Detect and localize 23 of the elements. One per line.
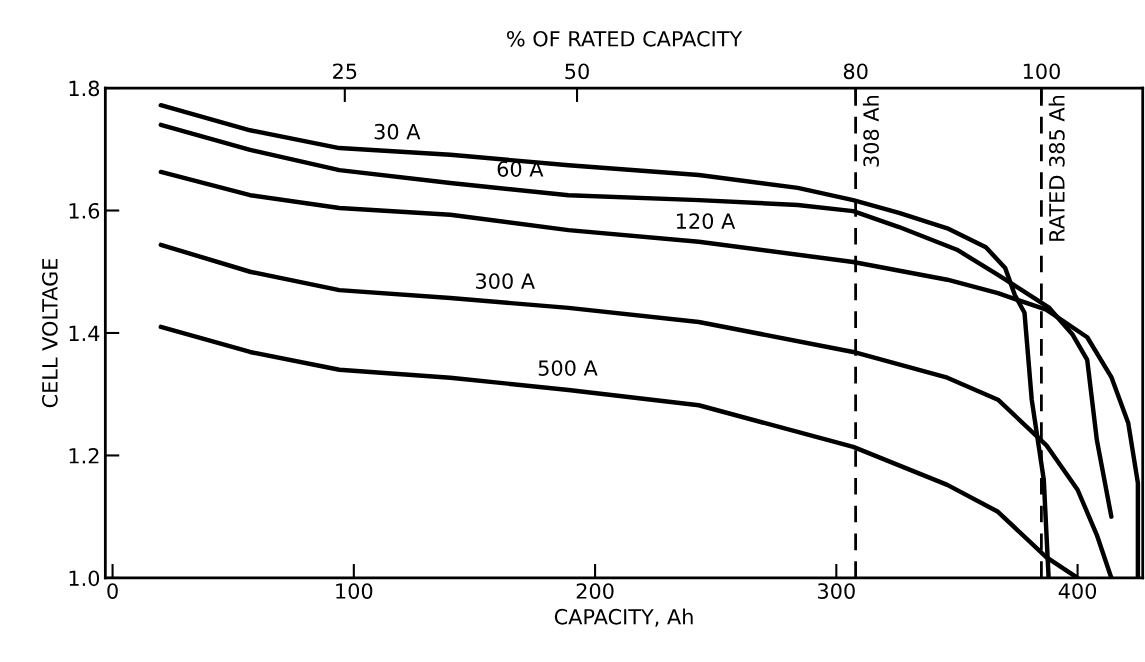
x-tick-label: 100 xyxy=(336,583,373,599)
x-tick-label: 400 xyxy=(1058,583,1097,599)
x-tick-label: 300 xyxy=(818,583,855,599)
y-tick-label: 1.8 xyxy=(69,80,100,97)
y-axis-title: CELL VOLTAGE xyxy=(42,258,58,408)
annotation: 500 A xyxy=(538,360,598,376)
x-tick-label: 200 xyxy=(576,583,614,599)
x2-tick-label: 100 xyxy=(1023,63,1060,80)
ref-line-label: RATED 385 Ah xyxy=(1048,95,1065,241)
annotation: 30 A xyxy=(374,123,421,140)
ref-line-label: 308 Ah xyxy=(862,95,879,167)
x2-axis-title: % OF RATED CAPACITY xyxy=(507,30,743,47)
x2-tick-label: 50 xyxy=(565,63,589,80)
y-tick-label: 1.0 xyxy=(69,570,100,587)
x2-tick-label: 80 xyxy=(843,63,868,80)
x-tick-label: 0 xyxy=(107,583,118,599)
y-tick-label: 1.2 xyxy=(69,447,99,464)
x-axis-title: CAPACITY, Ah xyxy=(554,608,693,627)
x2-tick-label: 25 xyxy=(333,63,357,80)
y-tick-label: 1.6 xyxy=(69,202,100,219)
annotation: 120 A xyxy=(676,213,736,229)
y-tick-label: 1.4 xyxy=(69,325,100,341)
annotation: 300 A xyxy=(476,273,535,289)
